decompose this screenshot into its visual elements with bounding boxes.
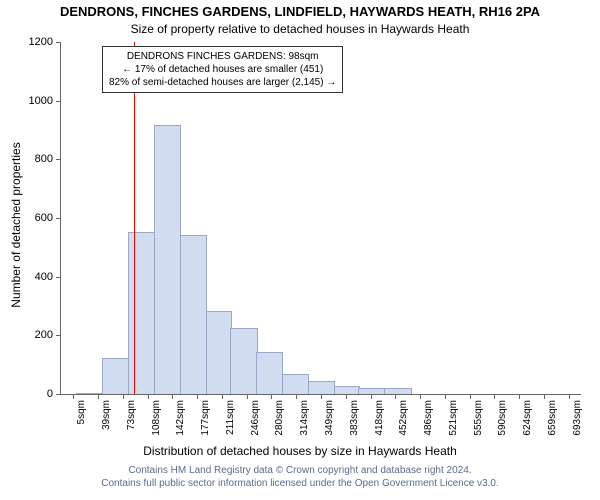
y-tick-label: 600 [35,212,61,224]
x-tick [470,394,471,399]
x-tick [98,394,99,399]
x-axis-label: Distribution of detached houses by size … [0,444,600,458]
histogram-bar [230,328,258,394]
histogram-bar [384,388,412,394]
histogram-bar [154,125,182,394]
x-tick [296,394,297,399]
y-tick-label: 200 [35,329,61,341]
x-tick [222,394,223,399]
x-tick [123,394,124,399]
y-tick-label: 800 [35,153,61,165]
x-tick [519,394,520,399]
x-tick [395,394,396,399]
chart-title: DENDRONS, FINCHES GARDENS, LINDFIELD, HA… [0,4,600,19]
histogram-bar [358,388,386,394]
x-tick-label: 280sqm [274,400,285,436]
x-tick-label: 39sqm [101,400,112,430]
x-tick-label: 624sqm [522,400,533,436]
plot-area: 0200400600800100012005sqm39sqm73sqm108sq… [60,42,581,395]
x-tick [197,394,198,399]
histogram-bar [256,352,283,394]
histogram-bar [76,393,104,394]
y-axis-label: Number of detached properties [9,142,23,307]
x-tick [569,394,570,399]
x-tick [371,394,372,399]
x-tick [494,394,495,399]
x-tick [148,394,149,399]
histogram-bar [180,235,208,394]
x-tick-label: 521sqm [448,400,459,436]
x-tick-label: 452sqm [398,400,409,436]
x-tick-label: 108sqm [151,400,162,436]
x-tick-label: 383sqm [349,400,360,436]
x-tick [73,394,74,399]
x-tick [271,394,272,399]
footer: Contains HM Land Registry data © Crown c… [0,464,600,490]
x-tick [172,394,173,399]
x-tick [445,394,446,399]
footer-line-1: Contains HM Land Registry data © Crown c… [0,464,600,477]
histogram-bar [128,232,156,394]
x-tick-label: 418sqm [374,400,385,436]
x-tick [544,394,545,399]
x-tick-label: 349sqm [324,400,335,436]
x-tick [420,394,421,399]
x-tick-label: 5sqm [76,400,87,424]
x-tick [321,394,322,399]
x-tick-label: 177sqm [200,400,211,436]
annotation-line-1: DENDRONS FINCHES GARDENS: 98sqm [109,50,336,63]
x-tick-label: 693sqm [572,400,583,436]
histogram-bar [102,358,130,394]
x-tick-label: 314sqm [299,400,310,436]
x-tick-label: 142sqm [175,400,186,436]
x-tick [346,394,347,399]
y-tick-label: 1000 [29,95,61,107]
histogram-bar [308,381,336,394]
x-tick-label: 555sqm [473,400,484,436]
annotation-line-3: 82% of semi-detached houses are larger (… [109,76,336,89]
x-tick-label: 73sqm [126,400,137,430]
histogram-bar [206,311,232,394]
x-tick-label: 211sqm [225,400,236,435]
annotation-line-2: ← 17% of detached houses are smaller (45… [109,63,336,76]
annotation-box: DENDRONS FINCHES GARDENS: 98sqm ← 17% of… [102,46,343,93]
x-tick-label: 486sqm [423,400,434,436]
x-tick-label: 590sqm [497,400,508,436]
property-marker-line [134,42,135,394]
y-tick-label: 400 [35,271,61,283]
y-tick-label: 0 [47,388,61,400]
histogram-bar [334,386,360,394]
x-tick [247,394,248,399]
x-tick-label: 246sqm [250,400,261,436]
x-tick-label: 659sqm [547,400,558,436]
histogram-bar [282,374,310,394]
chart-subtitle: Size of property relative to detached ho… [0,22,600,36]
y-tick-label: 1200 [29,36,61,48]
footer-line-2: Contains full public sector information … [0,477,600,490]
chart-container: DENDRONS, FINCHES GARDENS, LINDFIELD, HA… [0,0,600,500]
